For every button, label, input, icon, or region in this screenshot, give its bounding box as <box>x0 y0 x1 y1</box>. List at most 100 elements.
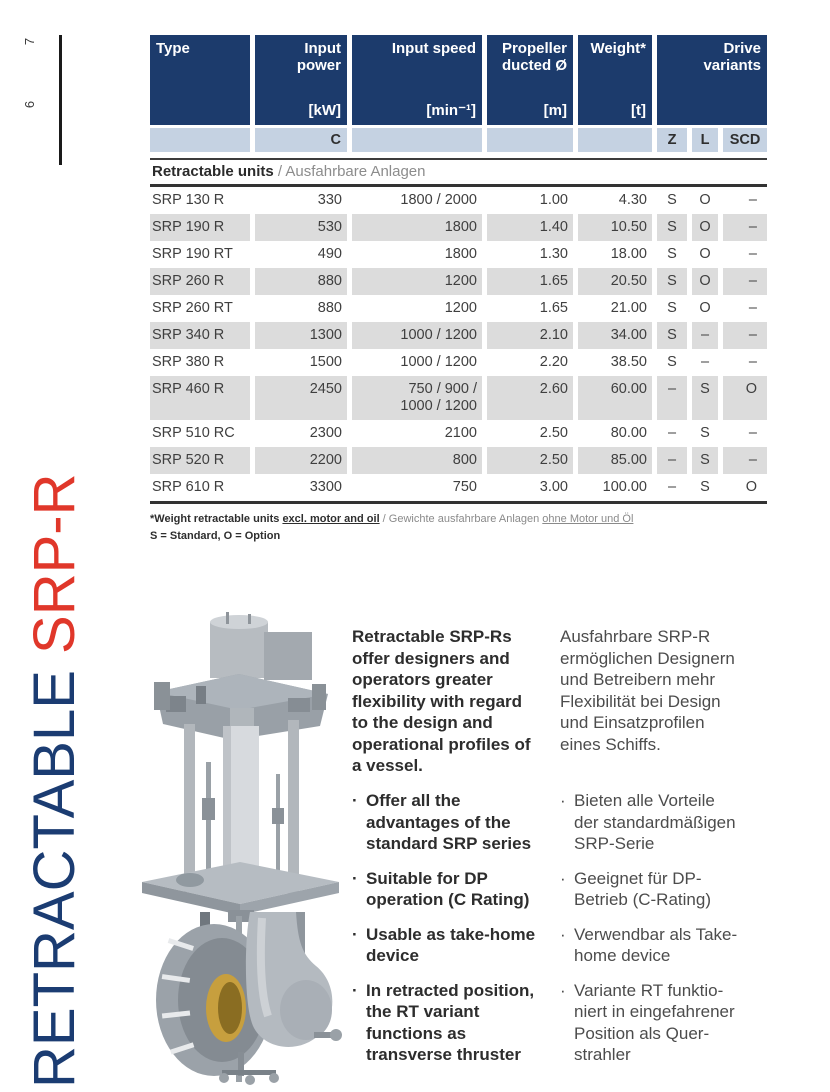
cell-type: SRP 510 RC <box>152 425 235 441</box>
cell-weight: 20.50 <box>578 268 652 295</box>
table-footnote: *Weight retractable units excl. motor an… <box>150 512 767 544</box>
cell-drive-scd: – <box>748 300 757 316</box>
table-row: SRP 190 RT 490 1800 1.30 18.00 S O – <box>150 241 767 268</box>
cell-input-speed: 1800 / 2000 <box>400 192 477 208</box>
subheader-cell-weight <box>578 128 652 152</box>
cell-input-power: 1300 <box>255 322 347 349</box>
table-section-title: Retractable units / Ausfahrbare Anlagen <box>150 158 767 187</box>
subheader-cell-speed <box>352 128 482 152</box>
bullet-item-de: · Verwendbar als Take- home device <box>560 924 810 967</box>
section-title-de: Ausfahrbare Anlagen <box>285 163 426 180</box>
footnote-de-underlined: ohne Motor und Öl <box>542 513 634 525</box>
cell-type: SRP 610 R <box>152 479 225 495</box>
cell-weight: 4.30 <box>618 192 647 208</box>
bullet-text-en: Usable as take-home device <box>366 924 536 966</box>
header-label: Input speed <box>391 40 476 57</box>
page-number-right: 7 <box>22 37 38 46</box>
subheader-cell-propeller <box>487 128 573 152</box>
cell-drive-scd: – <box>723 322 767 349</box>
header-unit: [min⁻¹] <box>426 102 476 119</box>
table-subheader-row: C Z L SCD <box>150 128 767 152</box>
header-cell-input-speed: Input speed [min⁻¹] <box>352 35 482 125</box>
bullet-marker: · <box>352 791 358 810</box>
spec-table: Type Input power [kW] Input speed [min⁻¹] Pro… <box>150 35 767 544</box>
cell-input-power: 880 <box>255 268 347 295</box>
header-unit: [t] <box>631 102 646 119</box>
cell-drive-l: S <box>692 447 718 474</box>
cell-propeller-diameter: 2.50 <box>487 447 573 474</box>
cell-drive-scd: O <box>723 376 767 420</box>
cell-type: SRP 260 RT <box>152 300 233 316</box>
chapter-title-vertical: RETRACTABLE SRP-R <box>22 474 87 1089</box>
cell-drive-z: – <box>667 425 677 441</box>
header-unit: [kW] <box>308 102 342 119</box>
cell-drive-scd: – <box>748 354 757 370</box>
cell-input-power: 530 <box>255 214 347 241</box>
cell-drive-z: S <box>667 192 677 208</box>
bullet-text-de: Bieten alle Vorteile der standardmäßigen… <box>574 791 736 853</box>
bullet-item-de: · Variante RT funktio- niert in eingefahr… <box>560 980 810 1066</box>
header-label: Weight* <box>590 40 646 57</box>
footnote-en-underlined: excl. motor and oil <box>282 513 380 525</box>
table-row: SRP 190 R 530 1800 1.40 10.50 S O – <box>150 214 767 241</box>
header-cell-weight-: Weight* [t] <box>578 35 652 125</box>
cell-drive-z: – <box>657 447 687 474</box>
header-label: Drive variants <box>703 40 761 74</box>
cell-type: SRP 340 R <box>150 322 250 349</box>
header-cell-input-power: Input power [kW] <box>255 35 347 125</box>
cell-input-speed: 1200 <box>444 300 477 316</box>
table-row: SRP 380 R 1500 1000 / 1200 2.20 38.50 S – – <box>150 349 767 376</box>
header-cell-type: Type <box>150 35 250 125</box>
bullet-marker: · <box>560 980 566 1000</box>
bullet-text-de: Geeignet für DP- Betrieb (C-Rating) <box>574 868 711 910</box>
cell-drive-z: S <box>667 300 677 316</box>
footnote-en: *Weight retractable units <box>150 513 283 525</box>
table-row: SRP 260 RT 880 1200 1.65 21.00 S O – <box>150 295 767 322</box>
cell-input-speed: 750 <box>452 479 477 495</box>
cell-type: SRP 130 R <box>152 192 225 208</box>
cell-drive-z: S <box>657 214 687 241</box>
cell-drive-l: O <box>692 214 718 241</box>
cell-drive-scd: – <box>748 192 757 208</box>
cell-drive-l: O <box>692 268 718 295</box>
chapter-title-srp-r: SRP-R <box>22 473 87 654</box>
section-title-separator: / <box>273 163 286 180</box>
table-row: SRP 520 R 2200 800 2.50 85.00– S – <box>150 447 767 474</box>
section-title-en: Retractable units <box>152 163 274 180</box>
cell-input-speed: 2100 <box>444 425 477 441</box>
cell-drive-l: S <box>692 376 718 420</box>
bullet-list-en: · Offer all the advantages of the standar… <box>352 790 570 1066</box>
page-number-left: 6 <box>22 100 38 109</box>
cell-drive-l: O <box>699 192 711 208</box>
chapter-title-space <box>22 654 87 670</box>
cell-weight: 85.00 <box>578 447 652 474</box>
cell-drive-scd: O <box>745 479 757 495</box>
subheader-cell-type <box>150 128 250 152</box>
bullet-item-en: · Offer all the advantages of the standar… <box>352 790 570 855</box>
cell-input-power: 2300 <box>309 425 342 441</box>
cell-drive-scd: – <box>723 447 767 474</box>
cell-type: SRP 380 R <box>152 354 225 370</box>
cell-type: SRP 520 R <box>150 447 250 474</box>
bullet-text-de: Variante RT funktio- niert in eingefahre… <box>574 980 735 1065</box>
intro-paragraph-de: Ausfahrbare SRP-R ermöglichen Designern … <box>560 627 735 754</box>
table-body: SRP 130 R 330 1800 / 2000 1.00 4.30 S O – SRP 19… <box>150 187 767 504</box>
page-edge-rule <box>59 35 62 165</box>
header-label: Input power <box>296 40 341 74</box>
cell-drive-z: – <box>667 479 677 495</box>
cell-weight: 60.00 <box>578 376 652 420</box>
cell-drive-l: O <box>699 300 711 316</box>
cell-drive-l: – <box>692 322 718 349</box>
intro-paragraph-en: Retractable SRP-Rs offer designers and o… <box>352 627 531 775</box>
cell-drive-l: O <box>699 246 711 262</box>
bullet-item-en: · Suitable for DP operation (C Rating) <box>352 868 570 911</box>
cell-weight: 21.00 <box>610 300 647 316</box>
cell-input-speed: 750 / 900 / 1000 / 1200 <box>352 376 482 420</box>
cell-propeller-diameter: 1.40 <box>487 214 573 241</box>
cell-input-power: 1500 <box>309 354 342 370</box>
cell-propeller-diameter: 1.65 <box>539 300 568 316</box>
cell-weight: 18.00 <box>610 246 647 262</box>
table-row: SRP 260 R 880 1200 1.65 20.50 S O – <box>150 268 767 295</box>
cell-input-power: 2450 <box>255 376 347 420</box>
subheader-cell-l: L <box>692 128 718 152</box>
